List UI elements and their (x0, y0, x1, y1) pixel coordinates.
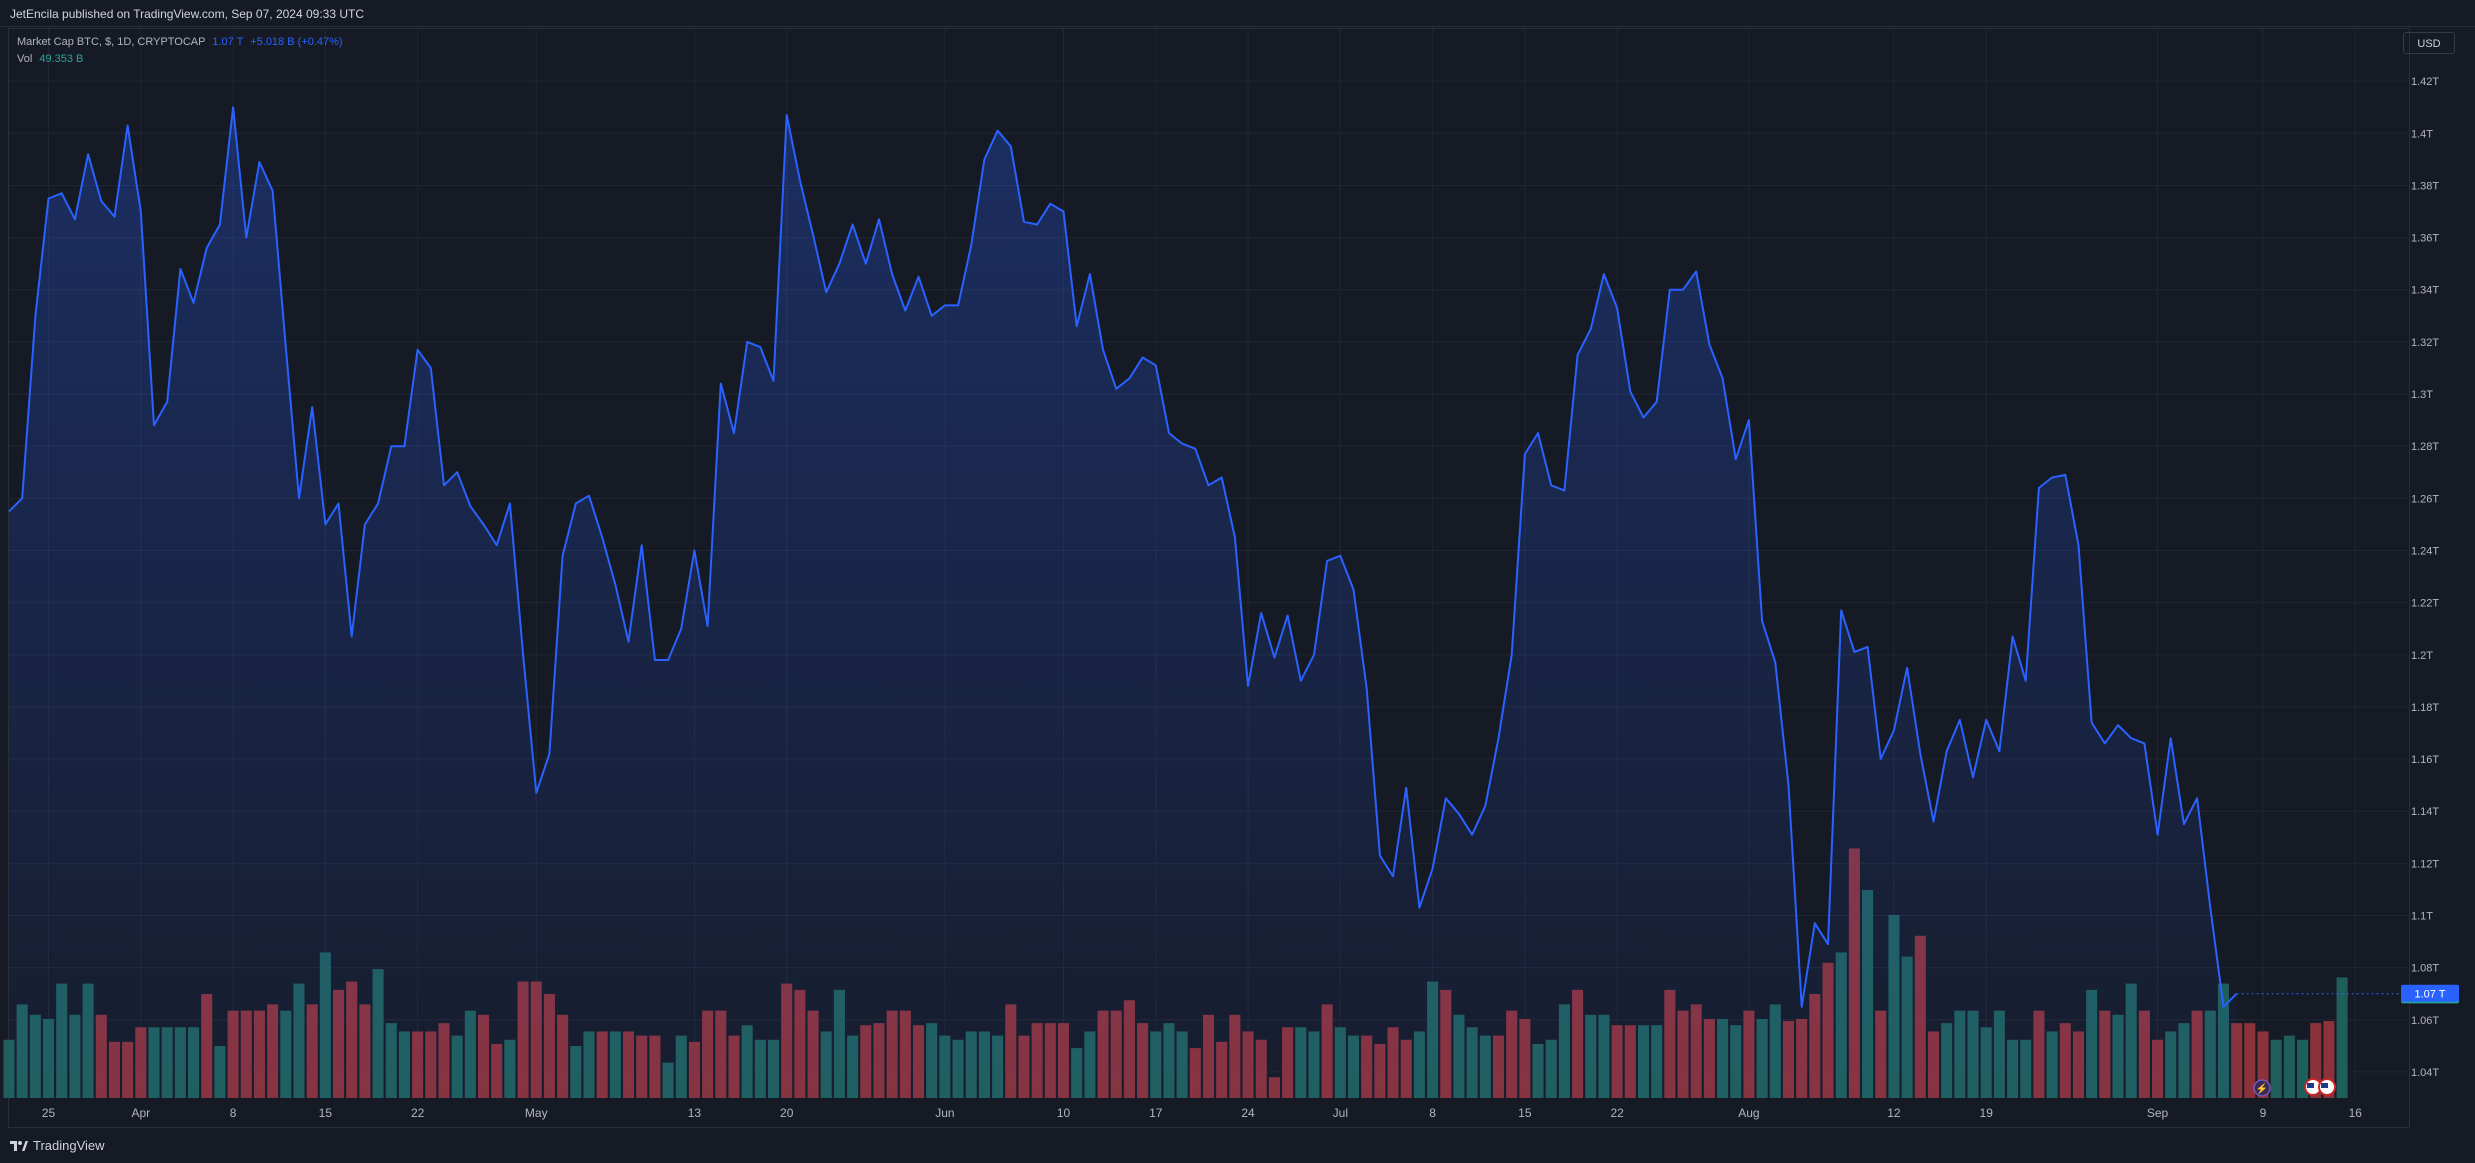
y-tick-label: 1.08T (2411, 963, 2439, 975)
y-tick-label: 1.06T (2411, 1015, 2439, 1027)
x-tick-label: 16 (2349, 1106, 2363, 1120)
legend-change: +5.018 B (+0.47%) (250, 36, 343, 48)
legend-main-row: Market Cap BTC, $, 1D, CRYPTOCAP 1.07 T … (17, 34, 343, 51)
x-tick-label: 12 (1887, 1106, 1901, 1120)
y-tick-label: 1.38T (2411, 180, 2439, 192)
x-tick-label: 22 (411, 1106, 425, 1120)
x-tick-label: 8 (1429, 1106, 1436, 1120)
y-tick-label: 1.36T (2411, 233, 2439, 245)
y-tick-label: 1.42T (2411, 76, 2439, 88)
y-tick-label: 1.24T (2411, 545, 2439, 557)
y-tick-label: 1.34T (2411, 285, 2439, 297)
x-tick-label: 22 (1610, 1106, 1624, 1120)
y-tick-label: 1.28T (2411, 441, 2439, 453)
x-tick-label: Jul (1333, 1106, 1348, 1120)
volume-bar (2270, 1039, 2282, 1098)
x-tick-label: Jun (935, 1106, 954, 1120)
x-tick-label: Aug (1738, 1106, 1759, 1120)
price-area-fill (9, 107, 2237, 1098)
y-tick-label: 1.4T (2411, 128, 2433, 140)
y-tick-label: 1.2T (2411, 650, 2433, 662)
y-tick-label: 1.32T (2411, 337, 2439, 349)
lightning-glyph: ⚡ (2256, 1082, 2268, 1095)
x-tick-label: 10 (1057, 1106, 1071, 1120)
x-tick-label: 13 (688, 1106, 702, 1120)
x-tick-label: 9 (2260, 1106, 2267, 1120)
legend-vol-value: 49.353 B (39, 53, 84, 65)
x-tick-label: 20 (780, 1106, 794, 1120)
x-tick-label: Apr (131, 1106, 150, 1120)
x-tick-label: 24 (1241, 1106, 1255, 1120)
legend-vol-label[interactable]: Vol (17, 53, 33, 65)
y-tick-label: 1.22T (2411, 598, 2439, 610)
last-price-tag (2401, 984, 2459, 1002)
x-tick-label: 25 (42, 1106, 56, 1120)
volume-bar (2297, 1039, 2309, 1098)
last-price-tag-text: 1.07 T (2415, 989, 2446, 1001)
price-line[interactable] (8, 106, 2238, 1008)
lightning-event-icon[interactable] (2253, 1079, 2271, 1097)
legend-symbol[interactable]: Market Cap BTC, $, 1D, CRYPTOCAP (17, 36, 206, 48)
y-tick-label: 1.18T (2411, 702, 2439, 714)
flag-canton (2307, 1083, 2314, 1088)
y-tick-label: 1.1T (2411, 910, 2433, 922)
y-tick-label: 1.3T (2411, 389, 2433, 401)
legend-price: 1.07 T (212, 36, 244, 48)
y-tick-label: 1.12T (2411, 858, 2439, 870)
x-tick-label: 19 (1980, 1106, 1994, 1120)
publisher-bar: JetEncila published on TradingView.com, … (0, 0, 2475, 27)
legend-volume-row: Vol 49.353 B (17, 51, 343, 68)
volume-bar (2283, 1035, 2295, 1098)
footer-brand-text: TradingView (33, 1138, 105, 1153)
x-tick-label: 15 (1518, 1106, 1532, 1120)
y-tick-label: 1.26T (2411, 493, 2439, 505)
y-tick-label: 1.16T (2411, 754, 2439, 766)
x-tick-label: 8 (230, 1106, 237, 1120)
x-tick-label: 15 (319, 1106, 333, 1120)
volume-bar (2257, 1031, 2269, 1098)
volume-bar (2336, 977, 2348, 1098)
chart-legend: Market Cap BTC, $, 1D, CRYPTOCAP 1.07 T … (17, 34, 343, 68)
y-tick-label: 1.04T (2411, 1067, 2439, 1079)
volume-bar (2244, 1023, 2256, 1098)
footer-brand[interactable]: TradingView (10, 1138, 105, 1153)
x-tick-label: Sep (2147, 1106, 2169, 1120)
currency-button[interactable]: USD (2403, 32, 2455, 54)
x-tick-label: May (525, 1106, 548, 1120)
x-tick-label: 17 (1149, 1106, 1163, 1120)
publisher-text: JetEncila published on TradingView.com, … (10, 7, 364, 21)
chart-frame (8, 28, 2410, 1128)
flag-canton (2321, 1083, 2328, 1088)
volume-bar (2310, 1023, 2322, 1098)
tradingview-logo-icon (10, 1140, 28, 1151)
volume-bar (2323, 1021, 2335, 1098)
volume-bar (2231, 1023, 2243, 1098)
y-tick-label: 1.14T (2411, 806, 2439, 818)
